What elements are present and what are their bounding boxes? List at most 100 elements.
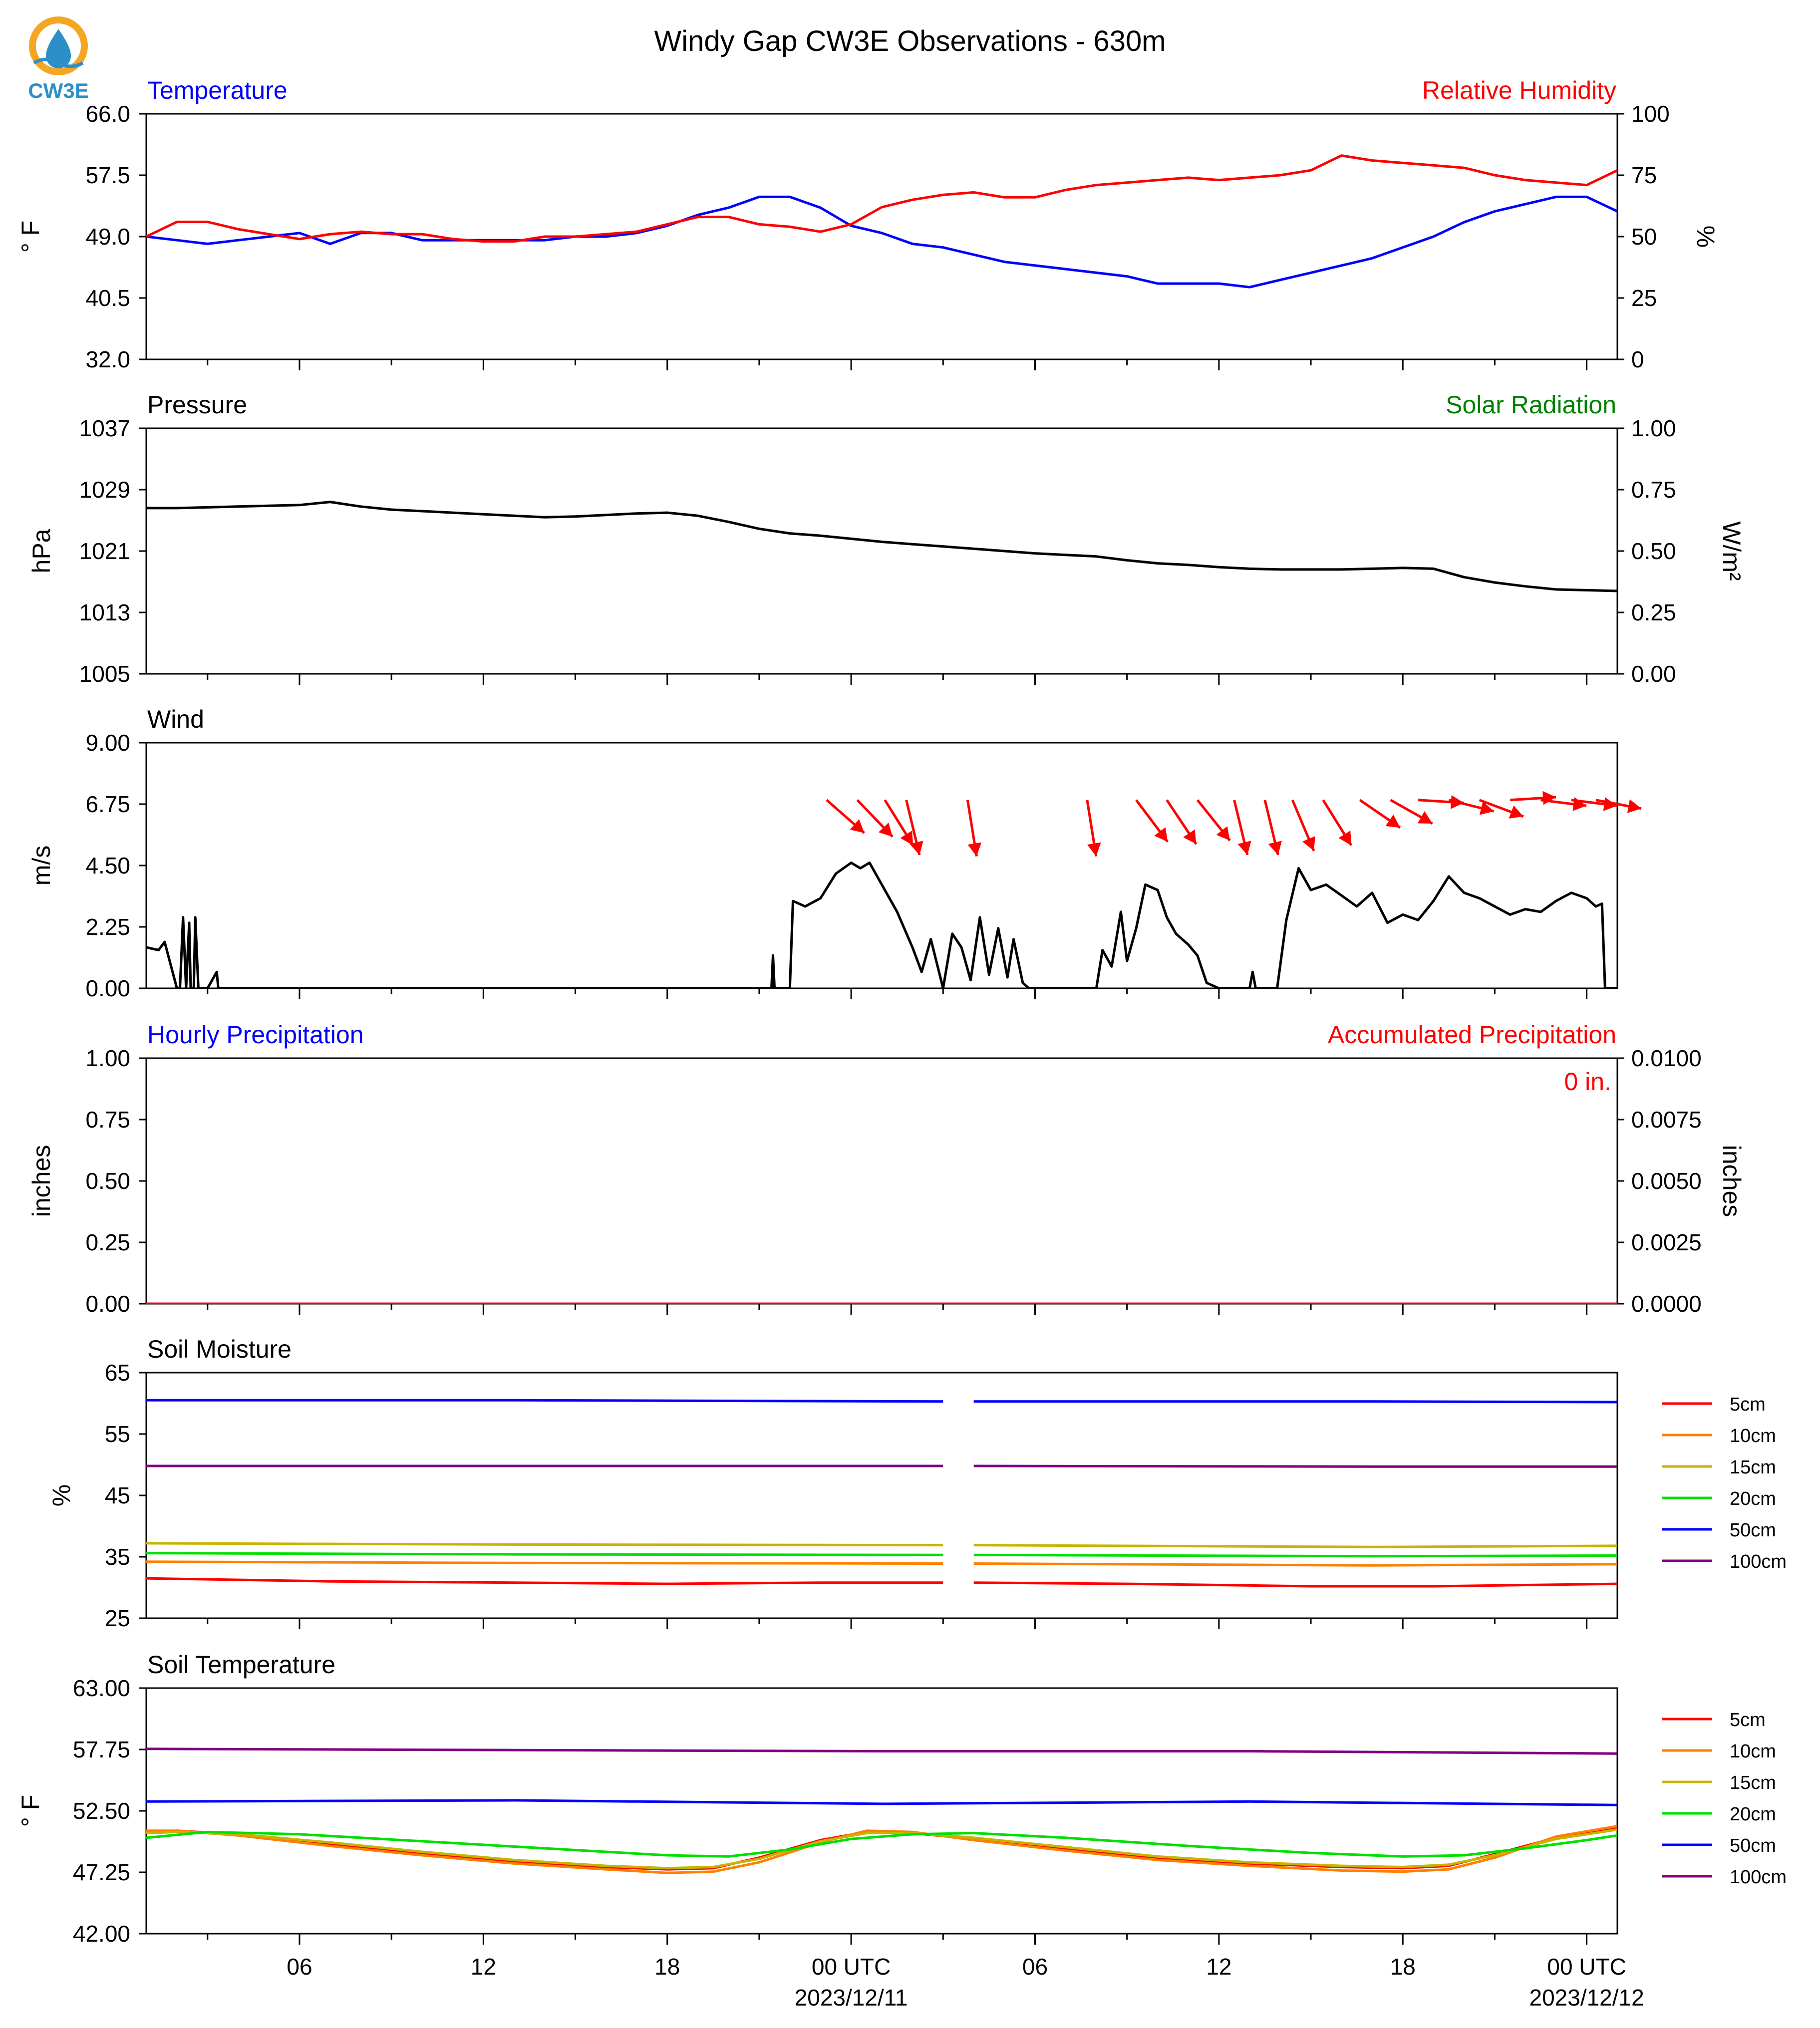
legend-label: 50cm: [1730, 1520, 1776, 1541]
legend-label: 15cm: [1730, 1772, 1776, 1793]
y-right-tick-label: 0: [1631, 346, 1644, 372]
wind-arrow-head: [910, 841, 923, 855]
y-tick-label: 1037: [79, 415, 130, 441]
wind-arrow-head: [878, 822, 893, 837]
y-tick-label: 57.75: [73, 1737, 130, 1762]
x-tick-label: 06: [287, 1954, 312, 1980]
series-line-left: [146, 501, 1617, 592]
y-axis-label: ° F: [16, 221, 44, 253]
legend-label: 5cm: [1730, 1394, 1766, 1415]
y-tick-label: 0.00: [85, 975, 130, 1001]
wind-arrow: [1595, 799, 1642, 813]
wind-arrow-head: [1216, 826, 1230, 841]
wind-arrow-head: [1183, 829, 1197, 845]
y-right-tick-label: 0.0050: [1631, 1168, 1702, 1194]
y-tick-label: 49.0: [85, 224, 130, 250]
x-tick-label: 00 UTC: [812, 1954, 891, 1980]
wind-arrow-head: [1338, 831, 1352, 846]
y-tick-label: 65: [105, 1360, 130, 1386]
x-date-label: 2023/12/11: [795, 1985, 908, 2011]
wind-arrow-head: [1237, 841, 1251, 855]
x-tick-label: 12: [471, 1954, 496, 1980]
wind-arrow-head: [1385, 814, 1400, 828]
y-right-tick-label: 0.0100: [1631, 1045, 1702, 1071]
series-line-5cm: [146, 1577, 943, 1585]
y-tick-label: 1013: [79, 599, 130, 625]
y-right-tick-label: 0.50: [1631, 538, 1676, 564]
legend-label: 100cm: [1730, 1867, 1787, 1888]
panel-precip: Hourly Precipitation Accumulated Precipit…: [27, 1021, 1746, 1317]
precip-total-label: 0 in.: [1564, 1068, 1611, 1096]
y-axis-label: %: [47, 1484, 75, 1506]
wind-arrow-head: [967, 842, 982, 857]
y-right-tick-label: 100: [1631, 101, 1670, 127]
series-line-right: [146, 154, 1617, 243]
logo-text: CW3E: [28, 79, 88, 102]
wind-arrow-head: [1509, 805, 1523, 819]
y-tick-label: 40.5: [85, 285, 130, 311]
wind-arrow: [1571, 797, 1617, 811]
x-tick-label: 00 UTC: [1547, 1954, 1626, 1980]
y-tick-label: 0.75: [85, 1107, 130, 1133]
legend-label: 100cm: [1730, 1551, 1787, 1572]
figure-title: Windy Gap CW3E Observations - 630m: [654, 25, 1166, 57]
y-tick-label: 9.00: [85, 730, 130, 756]
panel-pressure: Pressure Solar Radiation 1005 1013 1021 1029 1…: [27, 391, 1746, 687]
series-line-20cm: [973, 1553, 1617, 1558]
legend-label: 10cm: [1730, 1741, 1776, 1762]
wind-arrow-head: [1154, 827, 1168, 842]
wind-arrow-head: [1418, 811, 1433, 824]
legend-label: 20cm: [1730, 1488, 1776, 1509]
panel-wind: Wind 0.00 2.25 4.50 6.75 9.00 m/s: [27, 705, 1642, 1001]
wind-arrow: [1390, 799, 1433, 825]
y-axis-label-right: %: [1692, 226, 1720, 248]
logo-ring-icon: [29, 16, 88, 75]
y-axis-label: ° F: [16, 1795, 44, 1827]
panel-title-right: Relative Humidity: [1422, 76, 1616, 104]
wind-arrow: [1135, 799, 1169, 843]
y-right-tick-label: 0.0025: [1631, 1229, 1702, 1255]
panel-title-left: Wind: [147, 705, 204, 733]
y-tick-label: 25: [105, 1605, 130, 1631]
y-tick-label: 0.00: [85, 1291, 130, 1317]
panel-title-left: Temperature: [147, 76, 288, 104]
wind-arrow: [1086, 800, 1101, 857]
x-date-label: 2023/12/12: [1529, 1985, 1644, 2011]
y-tick-label: 0.25: [85, 1229, 130, 1255]
logo-wave-icon: [33, 57, 84, 68]
panel-title-right: Solar Radiation: [1446, 391, 1616, 419]
panel-soilt: Soil Temperature 42.00 47.25 52.50 57.75 63.0…: [16, 1651, 1787, 2011]
x-tick-label: 12: [1206, 1954, 1231, 1980]
series-line-left: [146, 195, 1617, 289]
wind-arrow: [1196, 799, 1231, 842]
panel-title-left: Soil Temperature: [147, 1651, 335, 1679]
series-line-20cm: [146, 1552, 943, 1556]
wind-arrow-head: [850, 819, 865, 833]
panel-temp: Temperature Relative Humidity 32.0 40.5 49.0…: [16, 76, 1720, 372]
y-tick-label: 1.00: [85, 1045, 130, 1071]
y-tick-label: 32.0: [85, 346, 130, 372]
y-tick-label: 1005: [79, 661, 130, 687]
wind-arrow-head: [900, 831, 913, 846]
y-tick-label: 35: [105, 1544, 130, 1570]
series-line-10cm: [973, 1562, 1617, 1567]
y-tick-label: 4.50: [85, 853, 130, 878]
wind-arrow: [1359, 799, 1401, 829]
legend-label: 10cm: [1730, 1426, 1776, 1447]
wind-arrow: [1263, 800, 1282, 856]
x-tick-label: 18: [1390, 1954, 1416, 1980]
series-line-15cm: [973, 1544, 1617, 1548]
series-line-50cm: [146, 1799, 1617, 1806]
y-tick-label: 42.00: [73, 1921, 130, 1947]
panel-title-left: Soil Moisture: [147, 1335, 292, 1363]
y-right-tick-label: 0.25: [1631, 599, 1676, 625]
wind-arrow: [905, 800, 923, 856]
wind-arrow: [1448, 799, 1495, 815]
y-right-tick-label: 1.00: [1631, 415, 1676, 441]
wind-arrow-head: [1627, 799, 1642, 813]
series-line-20cm: [146, 1830, 1617, 1858]
plot-frame: [145, 1687, 1618, 1935]
wind-arrow: [884, 799, 914, 846]
y-tick-label: 57.5: [85, 162, 130, 188]
